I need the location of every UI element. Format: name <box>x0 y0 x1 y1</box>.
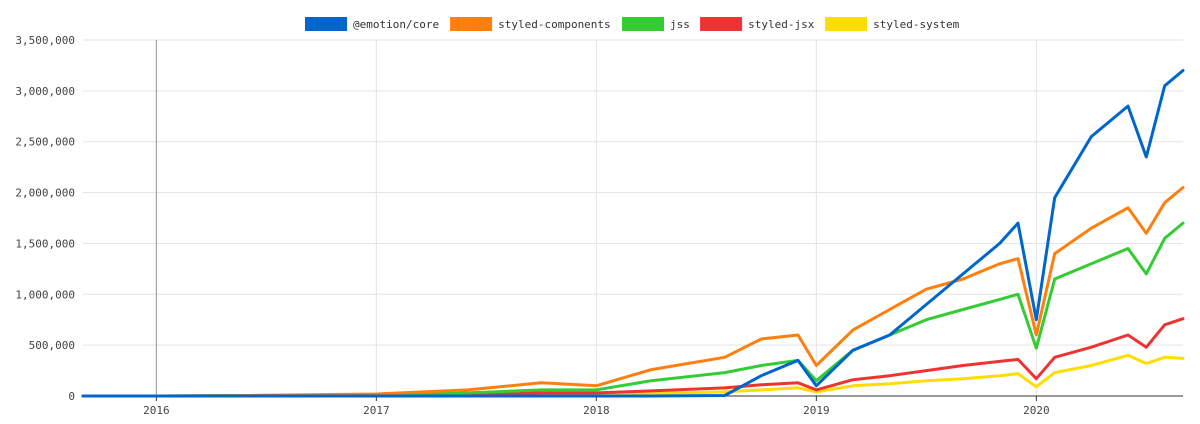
y-tick-label: 3,500,000 <box>15 34 75 47</box>
legend-label: jss <box>670 18 690 31</box>
grid <box>83 39 1183 397</box>
series-lines <box>81 69 1185 398</box>
series-line-styled-components[interactable] <box>81 186 1185 398</box>
y-tick-label: 2,500,000 <box>15 136 75 149</box>
y-tick-label: 500,000 <box>29 339 75 352</box>
legend-item-styled-components[interactable]: styled-components <box>450 17 611 31</box>
y-tick-label: 2,000,000 <box>15 187 75 200</box>
x-tick-label: 2018 <box>583 404 610 417</box>
legend-label: @emotion/core <box>353 18 439 31</box>
legend[interactable]: @emotion/core styled-components jss styled-… <box>305 17 960 31</box>
legend-item-styled-jsx[interactable]: styled-jsx <box>700 17 815 31</box>
series-line-jss[interactable] <box>81 221 1185 398</box>
x-tick-label: 2020 <box>1023 404 1050 417</box>
legend-label: styled-components <box>498 18 611 31</box>
series-line-emotion-core[interactable] <box>81 69 1185 398</box>
x-tick-label: 2017 <box>363 404 390 417</box>
legend-item-emotion-core[interactable]: @emotion/core <box>305 17 439 31</box>
legend-label: styled-jsx <box>748 18 815 31</box>
legend-label: styled-system <box>873 18 959 31</box>
legend-item-jss[interactable]: jss <box>622 17 690 31</box>
axes: 0 500,000 1,000,000 1,500,000 2,000,000 2,500… <box>15 34 1183 417</box>
legend-swatch <box>622 17 664 31</box>
y-tick-label: 1,000,000 <box>15 288 75 301</box>
legend-swatch <box>700 17 743 31</box>
legend-swatch <box>825 17 868 31</box>
y-tick-label: 3,000,000 <box>15 85 75 98</box>
legend-item-styled-system[interactable]: styled-system <box>825 17 960 31</box>
y-tick-label: 1,500,000 <box>15 237 75 250</box>
x-tick-label: 2019 <box>803 404 830 417</box>
y-tick-label: 0 <box>68 390 75 403</box>
x-tick-label: 2016 <box>143 404 170 417</box>
legend-swatch <box>450 17 493 31</box>
legend-swatch <box>305 17 347 31</box>
